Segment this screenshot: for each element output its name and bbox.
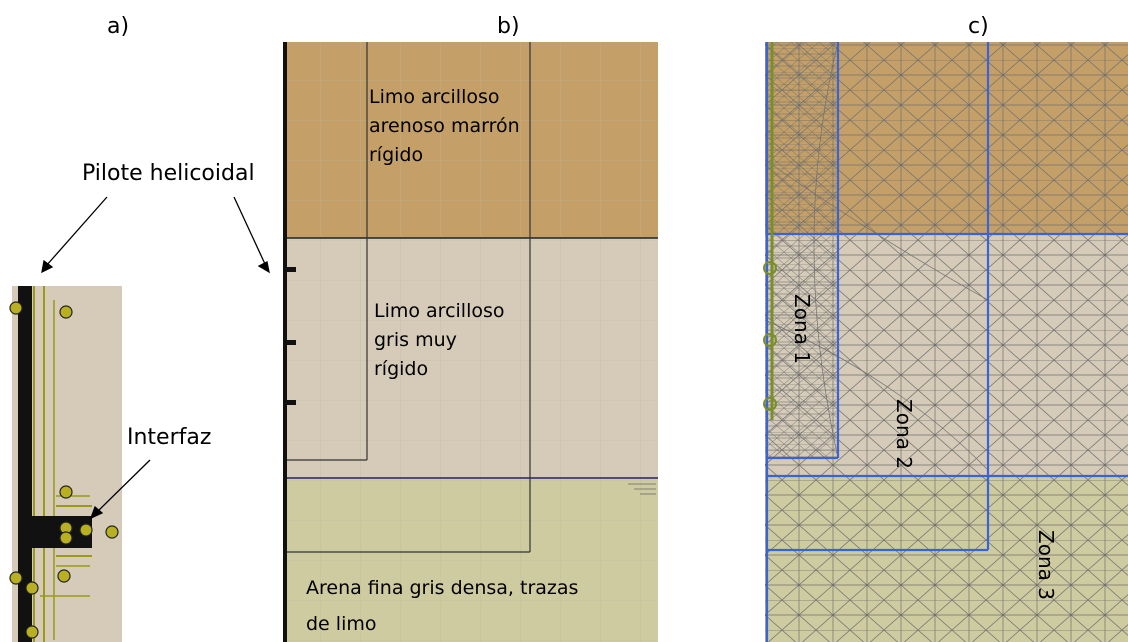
soil-line: rígido	[369, 144, 424, 166]
zone-label-1: Zona 1	[790, 294, 814, 364]
panel-c-mesh	[763, 41, 1128, 642]
panel-label-b: b)	[497, 14, 520, 39]
panel-label-c: c)	[968, 14, 989, 39]
interface-annotation: Interfaz	[127, 425, 212, 450]
soil-label-clay-grey: Limo arcilloso gris muy rígido	[374, 297, 574, 384]
pile-shaft	[18, 286, 32, 642]
soil-line: de limo	[306, 613, 377, 635]
zone-label-2: Zona 2	[892, 399, 916, 469]
soil-line: rígido	[374, 358, 429, 380]
soil-label-clay-brown: Limo arcilloso arenoso marrón rígido	[369, 83, 569, 170]
soil-line: gris muy	[374, 329, 457, 351]
zone-label-3: Zona 3	[1034, 530, 1058, 600]
panel-label-a: a)	[107, 14, 130, 39]
soil-label-sand: Arena fina gris densa, trazas de limo	[306, 570, 646, 642]
pile-annotation: Pilote helicoidal	[82, 161, 255, 186]
pile-shaft	[283, 42, 287, 642]
zone-borders	[765, 42, 1128, 642]
callout-arrows	[41, 196, 270, 520]
soil-line: Arena fina gris densa, trazas	[306, 577, 579, 599]
soil-line: Limo arcilloso	[369, 86, 500, 108]
soil-line: Limo arcilloso	[374, 300, 505, 322]
panel-a-detail	[9, 286, 122, 642]
node-markers	[9, 301, 119, 639]
panel-b-profile	[283, 42, 658, 642]
soil-line: arenoso marrón	[369, 115, 520, 137]
